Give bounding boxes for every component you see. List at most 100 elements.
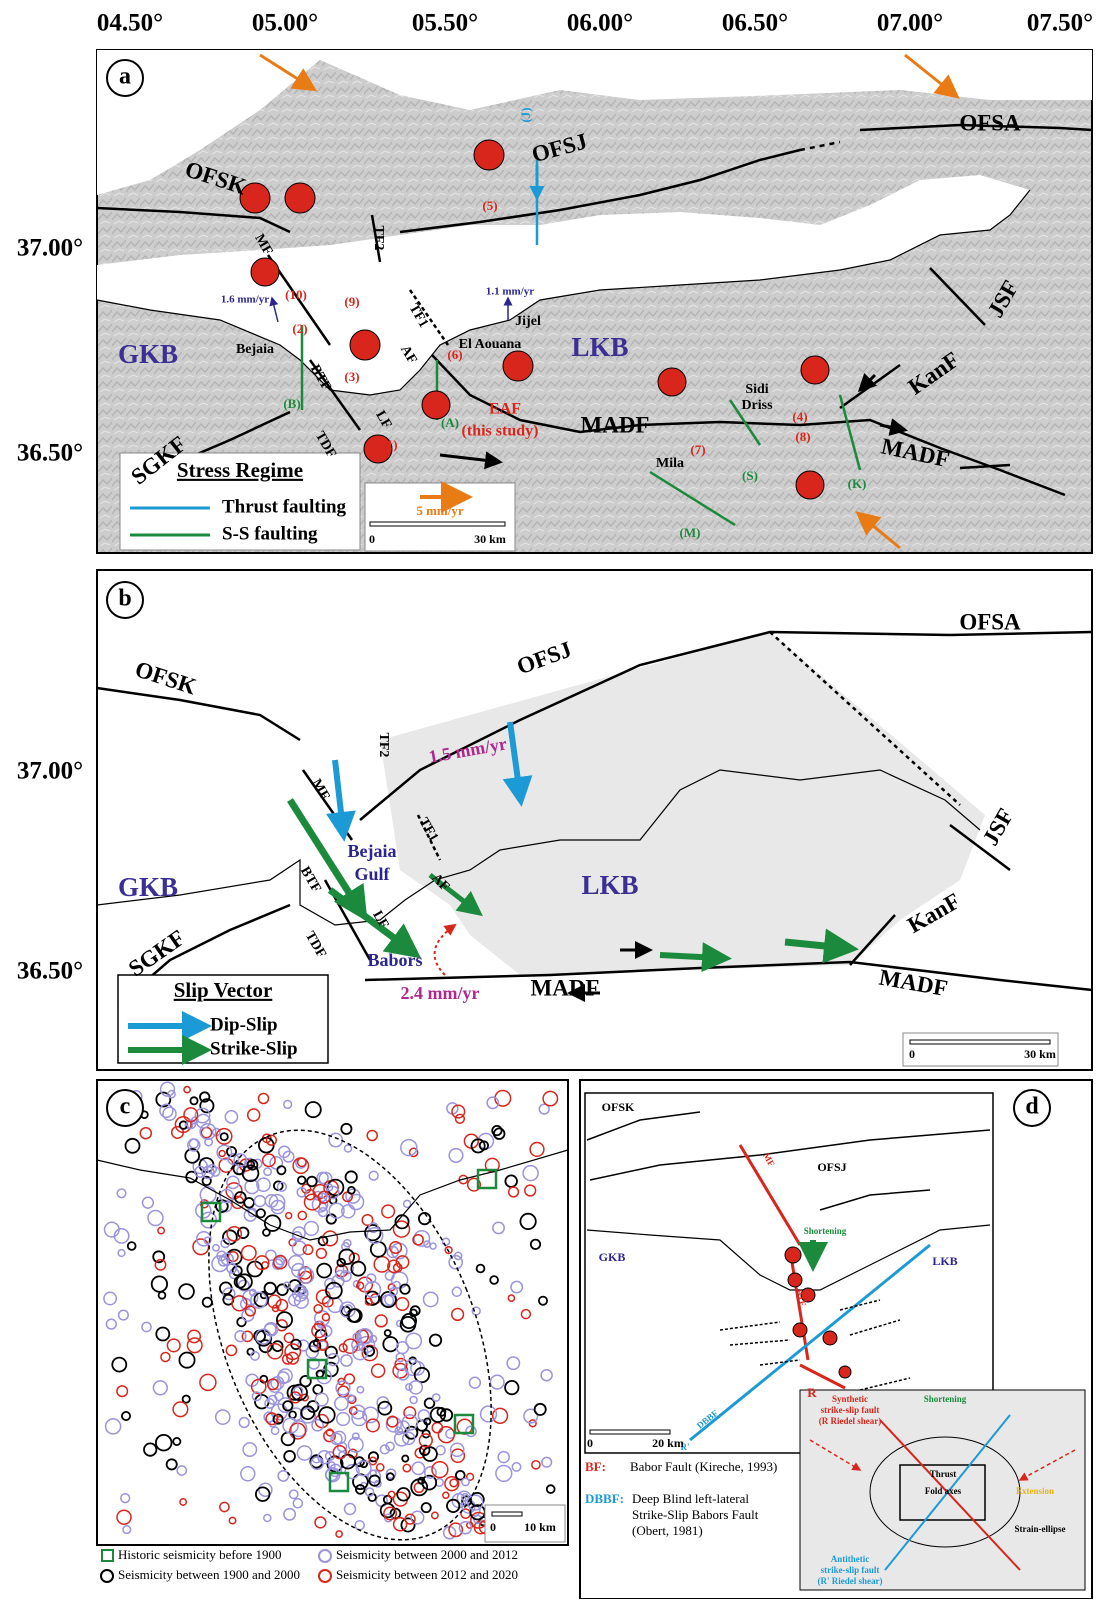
label: 30 km — [474, 532, 506, 546]
legend-symbol — [102, 1550, 113, 1561]
label: 36.50° — [17, 440, 83, 467]
label: Slip Vector — [174, 978, 273, 1002]
label: Seismicity between 2012 and 2020 — [336, 1567, 518, 1582]
label: Dip-Slip — [210, 1014, 278, 1035]
label: (7) — [690, 442, 705, 457]
label: Gulf — [354, 864, 390, 884]
label: LKB — [581, 870, 638, 900]
figure: 04.50° 05.00° 05.50° 06.00° 06.50° 07.00° 07.5… — [0, 0, 1116, 1599]
label: MADF — [531, 975, 600, 1000]
label: (Obert, 1981) — [632, 1523, 703, 1538]
label: Strain-ellipse — [1015, 1524, 1066, 1534]
legend-symbol — [319, 1550, 331, 1562]
label: (R' Riedel shear) — [818, 1576, 883, 1586]
label: Mila — [656, 456, 684, 471]
label: Bejaia — [236, 342, 274, 357]
label: GKB — [118, 339, 178, 369]
label: Driss — [741, 398, 773, 413]
label: 05.00° — [252, 10, 318, 37]
label: Babors — [367, 950, 422, 970]
label: 05.50° — [412, 10, 478, 37]
label: BF: — [585, 1459, 606, 1474]
label: 10 km — [524, 1520, 556, 1534]
strike-slip-vector — [660, 955, 720, 958]
label: (8) — [795, 429, 810, 444]
label: (6) — [447, 347, 462, 362]
label: TF2 — [371, 226, 386, 251]
label: Bejaia — [348, 841, 397, 861]
scale-bar — [910, 1040, 1050, 1044]
label: S-S faulting — [222, 523, 318, 544]
label: Strike-Slip — [210, 1038, 298, 1059]
label: 37.00° — [17, 235, 83, 262]
label: OFSK — [602, 1100, 635, 1114]
label: (9) — [344, 294, 359, 309]
label: (this study) — [462, 423, 539, 440]
label: (B) — [283, 396, 300, 411]
label: (3) — [344, 369, 359, 384]
label: 07.00° — [877, 10, 943, 37]
scale-bar — [370, 522, 505, 526]
label: Deep Blind left-lateral — [632, 1491, 749, 1506]
label: 2.4 mm/yr — [401, 983, 480, 1003]
legend-symbol — [319, 1570, 331, 1582]
label: Thrust — [930, 1469, 957, 1479]
label: OFSA — [959, 609, 1021, 634]
label: Fold axes — [925, 1486, 962, 1496]
label: TF2 — [376, 733, 391, 758]
label: c — [120, 1094, 131, 1120]
label: Seismicity between 2000 and 2012 — [336, 1547, 518, 1562]
label: (1) — [382, 437, 397, 452]
label: Sidi — [745, 382, 768, 397]
label: a — [119, 64, 131, 90]
label: 06.50° — [722, 10, 788, 37]
scale-bar — [492, 1512, 522, 1516]
label: MADF — [581, 412, 650, 437]
label: Strike-Slip Babors Fault — [632, 1507, 759, 1522]
label: Synthetic — [832, 1394, 868, 1404]
label: DBBF: — [585, 1491, 624, 1506]
label: 06.00° — [567, 10, 633, 37]
label: 0 — [369, 532, 375, 546]
label: (5) — [482, 198, 497, 213]
label: Thrust faulting — [222, 496, 347, 517]
label: (10) — [285, 287, 307, 302]
label: 0 — [909, 1047, 915, 1061]
label: 1.6 mm/yr — [221, 294, 269, 306]
label: (K) — [848, 476, 867, 491]
label: 20 km — [652, 1436, 684, 1450]
label: 30 km — [1024, 1047, 1056, 1061]
label: Jijel — [515, 314, 541, 329]
label: OFSJ — [817, 1160, 846, 1174]
label: LKB — [932, 1254, 957, 1268]
label: Antithetic — [831, 1554, 870, 1564]
label: (2) — [292, 321, 307, 336]
label: 0 — [587, 1436, 593, 1450]
label: (M) — [680, 525, 701, 540]
label: EAF — [489, 401, 521, 418]
panel-c — [97, 1080, 568, 1582]
label: GKB — [118, 872, 178, 902]
label: Historic seismicity before 1900 — [118, 1547, 282, 1562]
label: Stress Regime — [177, 458, 303, 482]
label: strike-slip fault — [821, 1405, 880, 1415]
label: b — [118, 586, 131, 612]
label: 5 mm/yr — [416, 503, 464, 518]
label: OFSA — [959, 110, 1021, 135]
label: Extension — [1016, 1486, 1054, 1496]
label: GKB — [599, 1250, 626, 1264]
label: 07.50° — [1027, 10, 1093, 37]
label: 0 — [490, 1520, 496, 1534]
label: d — [1025, 1094, 1039, 1120]
label: (J) — [518, 107, 533, 122]
label: 04.50° — [97, 10, 163, 37]
label: Babor Fault (Kireche, 1993) — [630, 1459, 777, 1474]
label: R — [807, 1385, 817, 1400]
label: 1.1 mm/yr — [486, 286, 534, 298]
scale-bar — [590, 1430, 670, 1434]
label: strike-slip fault — [821, 1565, 880, 1575]
label: 36.50° — [17, 958, 83, 985]
label: 37.00° — [17, 758, 83, 785]
label: Shortening — [804, 1226, 847, 1236]
label: LKB — [571, 332, 628, 362]
